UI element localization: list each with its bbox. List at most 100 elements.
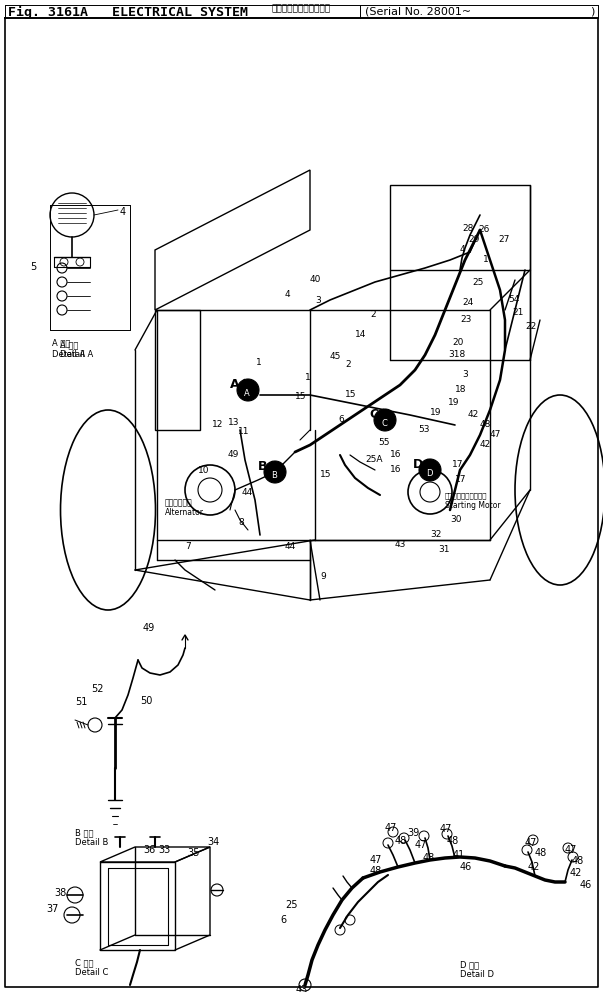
Circle shape xyxy=(374,409,396,431)
Text: 48: 48 xyxy=(423,853,435,863)
Text: 2: 2 xyxy=(370,310,376,319)
Text: 37: 37 xyxy=(46,904,58,914)
Text: C 詳細: C 詳細 xyxy=(75,958,93,967)
Text: Detail C: Detail C xyxy=(75,968,109,977)
Text: 14: 14 xyxy=(355,330,367,339)
Text: 47: 47 xyxy=(385,823,397,833)
Text: Detail A: Detail A xyxy=(52,350,85,359)
Text: 54: 54 xyxy=(508,295,519,304)
Text: (Serial No. 28001~: (Serial No. 28001~ xyxy=(365,6,471,16)
Text: 13: 13 xyxy=(228,418,239,427)
Text: 4: 4 xyxy=(285,290,291,299)
Text: 52: 52 xyxy=(91,684,104,694)
Text: 16: 16 xyxy=(390,465,402,474)
Text: 15: 15 xyxy=(320,470,332,479)
Text: 36: 36 xyxy=(143,845,155,855)
Text: 41: 41 xyxy=(453,850,466,860)
Text: 48: 48 xyxy=(535,848,548,858)
Text: ): ) xyxy=(590,6,595,16)
Text: 49: 49 xyxy=(143,623,155,633)
Text: 33: 33 xyxy=(158,845,170,855)
Text: 47: 47 xyxy=(490,430,501,439)
Text: 16: 16 xyxy=(390,450,402,459)
Text: Alternator: Alternator xyxy=(165,508,204,517)
Text: 12: 12 xyxy=(212,420,223,429)
Text: 50: 50 xyxy=(140,696,153,706)
Text: 44: 44 xyxy=(242,488,253,497)
Text: 48: 48 xyxy=(370,866,382,876)
Text: A♦: A♦ xyxy=(230,378,251,391)
Text: スターティングモータ: スターティングモータ xyxy=(445,492,487,499)
Text: 48: 48 xyxy=(447,836,459,846)
Text: A 詳細: A 詳細 xyxy=(60,340,78,349)
Text: 10: 10 xyxy=(198,466,209,475)
Text: Fig. 3161A   ELECTRICAL SYSTEM: Fig. 3161A ELECTRICAL SYSTEM xyxy=(8,6,248,19)
Text: 2: 2 xyxy=(345,360,350,369)
Text: 23: 23 xyxy=(460,315,472,324)
Text: 47: 47 xyxy=(565,845,578,855)
Text: 4: 4 xyxy=(120,207,126,217)
Text: 25: 25 xyxy=(285,900,297,910)
Text: B: B xyxy=(271,471,277,480)
Text: 51: 51 xyxy=(75,697,87,707)
Text: B 詳細: B 詳細 xyxy=(75,828,93,837)
Text: 25A: 25A xyxy=(365,455,382,464)
Text: D 詳細: D 詳細 xyxy=(460,960,479,969)
Text: 6: 6 xyxy=(338,415,344,424)
Text: 53: 53 xyxy=(418,425,429,434)
Text: 318: 318 xyxy=(448,350,466,359)
Text: 46: 46 xyxy=(460,862,472,872)
Text: 20: 20 xyxy=(452,338,463,347)
Text: 38: 38 xyxy=(54,888,66,898)
Text: 19: 19 xyxy=(430,408,441,417)
Text: 17: 17 xyxy=(455,475,467,484)
Text: 48: 48 xyxy=(480,420,491,429)
Text: 26: 26 xyxy=(478,225,490,234)
Text: 30: 30 xyxy=(450,515,461,524)
Text: Detail D: Detail D xyxy=(460,970,494,979)
Text: 1: 1 xyxy=(256,358,262,367)
Text: 25: 25 xyxy=(472,278,484,287)
Text: Starting Motor: Starting Motor xyxy=(445,501,500,510)
Text: 1: 1 xyxy=(483,255,489,264)
Text: 1: 1 xyxy=(305,373,311,382)
Text: C: C xyxy=(381,420,387,429)
Text: 3: 3 xyxy=(462,370,468,379)
Text: 3: 3 xyxy=(315,296,321,305)
Text: 21: 21 xyxy=(512,308,523,317)
Text: 15: 15 xyxy=(295,392,306,401)
Text: 42: 42 xyxy=(468,410,479,419)
Text: D: D xyxy=(426,469,432,478)
Text: エンジン関連　適用号機: エンジン関連 適用号機 xyxy=(271,4,330,13)
Text: 8: 8 xyxy=(238,518,244,527)
Text: 47: 47 xyxy=(415,840,428,850)
Text: 46: 46 xyxy=(580,880,592,890)
Text: 29: 29 xyxy=(468,235,479,244)
Text: 48: 48 xyxy=(572,856,584,866)
Text: A: A xyxy=(244,390,250,399)
Text: 42: 42 xyxy=(480,440,491,449)
Text: 27: 27 xyxy=(498,235,510,244)
Text: 45: 45 xyxy=(330,352,341,361)
Text: 31: 31 xyxy=(438,545,449,554)
Text: 18: 18 xyxy=(455,385,467,394)
Circle shape xyxy=(264,461,286,483)
Text: A 詳細: A 詳細 xyxy=(52,338,71,347)
Text: 48: 48 xyxy=(395,836,407,846)
Text: B♦: B♦ xyxy=(258,460,279,473)
Text: 47: 47 xyxy=(440,824,452,834)
Text: 15: 15 xyxy=(345,390,356,399)
Text: 5: 5 xyxy=(30,262,36,272)
Text: オルタネータ: オルタネータ xyxy=(165,498,193,507)
Text: 42: 42 xyxy=(528,862,540,872)
Text: 55: 55 xyxy=(378,438,390,447)
Text: 34: 34 xyxy=(207,837,219,847)
Text: C♦: C♦ xyxy=(369,408,390,421)
Text: D♦: D♦ xyxy=(413,458,435,471)
Text: 32: 32 xyxy=(430,530,441,539)
Text: Detail B: Detail B xyxy=(75,838,109,847)
Text: 47: 47 xyxy=(525,838,537,848)
Text: 43: 43 xyxy=(395,540,406,549)
Text: Detail A: Detail A xyxy=(60,350,93,359)
Circle shape xyxy=(237,379,259,401)
